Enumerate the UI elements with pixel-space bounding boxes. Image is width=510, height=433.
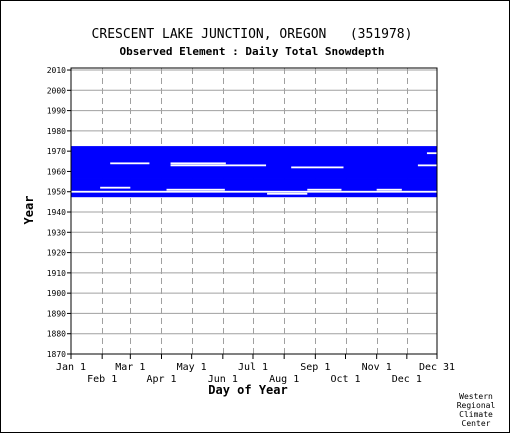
y-axis-label: Year — [22, 196, 36, 225]
x-tick-label-top: Jul 1 — [238, 362, 268, 373]
snowdepth-year-1972 — [71, 146, 437, 149]
missing-gap-1952 — [100, 186, 131, 189]
snowdepth-year-1966 — [71, 158, 437, 161]
x-tick-label-bottom: Feb 1 — [87, 374, 117, 385]
credit-line-3: Climate — [459, 410, 493, 419]
plot-border — [70, 67, 438, 355]
y-tick-label: 2010 — [47, 66, 66, 75]
missing-gap-1951 — [376, 188, 402, 191]
x-tick-label-top: Sep 1 — [300, 362, 330, 373]
snowdepth-year-1948 — [71, 194, 437, 198]
missing-gap-1969 — [426, 152, 437, 155]
chart-title: CRESCENT LAKE JUNCTION, OREGON (351978) — [92, 27, 413, 42]
y-tick-label: 1950 — [47, 188, 66, 197]
snowdepth-year-1969 — [71, 152, 437, 155]
x-tick-label-top: May 1 — [177, 362, 207, 373]
missing-gap-1951 — [166, 188, 225, 191]
x-tick-label-top: Dec 31 — [419, 362, 455, 373]
snowdepth-year-1962 — [71, 166, 437, 169]
snowdepth-year-1952 — [71, 186, 437, 190]
credit-line-4: Center — [462, 419, 491, 428]
missing-gap-1962 — [291, 166, 344, 169]
y-tick-label: 1890 — [47, 309, 66, 318]
missing-gap-1964 — [170, 162, 226, 165]
y-tick-label: 2000 — [47, 86, 66, 95]
y-tick-label: 1940 — [47, 208, 66, 217]
x-tick-label-bottom: Apr 1 — [146, 374, 176, 385]
y-tick-label: 1910 — [47, 269, 66, 278]
y-tick-label: 1960 — [47, 167, 66, 176]
snowdepth-year-1971 — [71, 148, 437, 151]
y-tick-label: 1930 — [47, 228, 66, 237]
credit-line-1: Western — [459, 392, 493, 401]
chart-subtitle: Observed Element : Daily Total Snowdepth — [120, 45, 385, 58]
y-tick-label: 1920 — [47, 249, 66, 258]
y-tick-label: 1880 — [47, 330, 66, 339]
data-marks — [71, 146, 437, 198]
snowdepth-year-1964 — [71, 162, 437, 165]
y-tick-label: 1980 — [47, 127, 66, 136]
snowdepth-year-1968 — [71, 154, 437, 157]
x-tick-label-top: Jan 1 — [56, 362, 86, 373]
y-tick-label: 1970 — [47, 147, 66, 156]
missing-gap-1950 — [71, 190, 437, 193]
snowdepth-year-1953 — [71, 184, 437, 188]
snowdepth-year-1960 — [71, 170, 437, 173]
x-tick-label-bottom: Aug 1 — [269, 374, 299, 385]
snowdepth-year-1954 — [71, 182, 437, 186]
missing-gap-1963 — [417, 164, 437, 167]
missing-gap-1949 — [267, 192, 308, 195]
x-tick-label-top: Nov 1 — [362, 362, 392, 373]
snowdepth-year-1956 — [71, 178, 437, 181]
snowdepth-year-1949 — [71, 192, 437, 196]
snowdepth-year-1965 — [71, 160, 437, 163]
missing-gap-1964 — [110, 162, 150, 165]
y-tick-label: 1990 — [47, 107, 66, 116]
credit-line-2: Regional — [457, 401, 496, 410]
snowdepth-year-1958 — [71, 174, 437, 177]
snowdepth-year-1961 — [71, 168, 437, 171]
x-tick-label-bottom: Oct 1 — [330, 374, 360, 385]
missing-gap-1951 — [307, 188, 342, 191]
axes: 1870 1880 1890 1900 1910 1920 1930 1940 1950 1960… — [47, 66, 455, 385]
y-tick-label: 1870 — [47, 350, 66, 359]
snowdepth-year-1959 — [71, 172, 437, 175]
x-axis-label: Day of Year — [208, 383, 287, 397]
missing-gap-1963 — [170, 164, 267, 167]
snowdepth-year-1957 — [71, 176, 437, 179]
x-tick-label-bottom: Dec 1 — [392, 374, 422, 385]
x-tick-label-top: Mar 1 — [115, 362, 145, 373]
x-tick-label-bottom: Jun 1 — [208, 374, 238, 385]
snowdepth-year-1955 — [71, 180, 437, 184]
snowdepth-year-1970 — [71, 150, 437, 153]
snowdepth-year-1951 — [71, 188, 437, 192]
snowdepth-year-1967 — [71, 156, 437, 159]
y-tick-label: 1900 — [47, 289, 66, 298]
credit-block: Western Regional Climate Center — [457, 392, 496, 428]
